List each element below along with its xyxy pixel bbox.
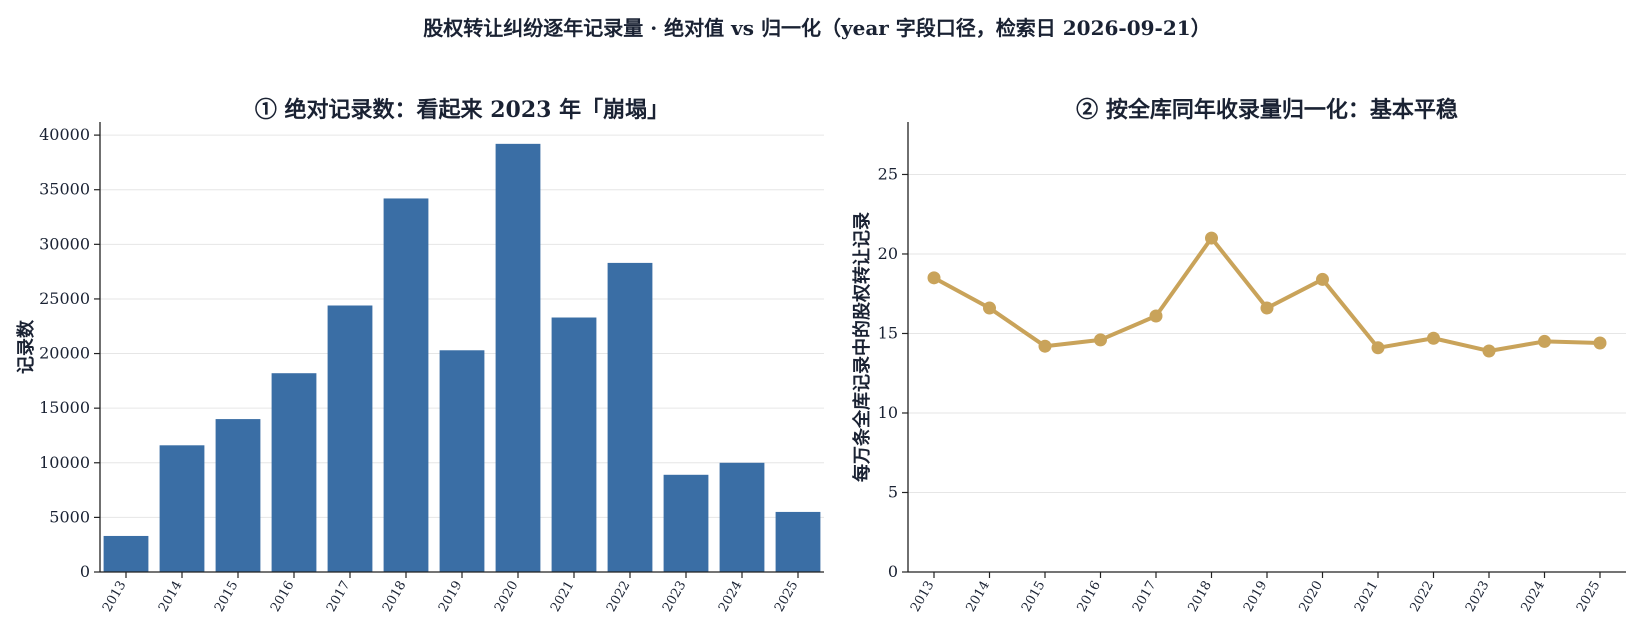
point-2020 [1316,272,1329,286]
bar-2020 [495,143,541,572]
x-tick-label-2022: 2022 [604,579,634,615]
y-tick-label: 35000 [39,180,90,199]
x-tick-label-2016: 2016 [1074,579,1104,615]
bar-2016 [271,373,317,572]
x-tick-label-2014: 2014 [156,579,186,615]
x-tick-label-2021: 2021 [1352,579,1382,615]
x-tick-label-2015: 2015 [1019,579,1049,615]
y-tick-label: 25000 [39,289,90,308]
bar-chart-title: ① 绝对记录数：看起来 2023 年「崩塌」 [254,97,670,123]
x-tick-label-2016: 2016 [268,579,298,615]
point-2016 [1094,333,1107,347]
x-tick-label-2013: 2013 [908,579,938,615]
x-tick-label-2025: 2025 [772,579,802,615]
y-tick-label: 20 [878,244,898,263]
x-tick-label-2024: 2024 [1518,579,1548,615]
bar-2017 [327,305,373,572]
x-tick-label-2018: 2018 [1185,579,1215,615]
y-tick-label: 30000 [39,234,90,253]
point-2025 [1593,336,1607,350]
y-tick-label: 15 [878,323,898,342]
x-tick-label-2025: 2025 [1574,579,1604,615]
point-2015 [1038,339,1052,353]
y-tick-label: 5 [888,482,898,501]
point-2019 [1260,301,1274,315]
y-tick-label: 15000 [39,398,90,417]
y-tick-label: 5000 [49,507,90,526]
y-tick-label: 10 [878,403,898,422]
point-2022 [1427,331,1440,345]
x-tick-label-2017: 2017 [1130,579,1160,615]
bar-2023 [663,474,709,572]
bar-2025 [775,511,821,572]
bar-2013 [103,535,149,572]
y-tick-label: 0 [888,562,898,581]
x-tick-label-2020: 2020 [1296,579,1326,615]
point-2023 [1482,344,1496,358]
x-tick-label-2013: 2013 [100,579,130,615]
y-tick-label: 25 [878,164,898,183]
x-tick-label-2014: 2014 [963,579,993,615]
y-tick-label: 10000 [39,453,90,472]
bar-2014 [159,445,205,572]
point-2017 [1149,309,1163,323]
bar-2019 [439,350,485,572]
x-tick-label-2020: 2020 [492,579,522,615]
x-tick-label-2018: 2018 [380,579,410,615]
x-tick-label-2015: 2015 [212,579,242,615]
y-tick-label: 40000 [39,125,90,144]
point-2024 [1538,334,1551,348]
y-axis-label: 每万条全库记录中的股权转让记录 [851,212,873,482]
bar-2015 [215,419,261,572]
x-tick-label-2019: 2019 [1241,579,1271,615]
y-tick-label: 20000 [39,344,90,363]
bar-2022 [607,262,653,572]
bar-2024 [719,462,765,572]
point-2018 [1205,231,1218,245]
x-tick-label-2022: 2022 [1407,579,1437,615]
y-tick-label: 0 [80,562,90,581]
x-tick-label-2019: 2019 [436,579,466,615]
point-2013 [927,271,941,285]
x-tick-label-2017: 2017 [324,579,354,615]
x-tick-label-2023: 2023 [660,579,690,615]
bar-2018 [383,198,429,573]
point-2014 [983,301,996,315]
bar-chart-panel: 0 5000 10000 15000 20000 25000 30000 35000 40000… [15,122,824,615]
x-tick-label-2021: 2021 [548,579,578,615]
figure-title: 股权转让纠纷逐年记录量 · 绝对值 vs 归一化（year 字段口径，检索日 2… [423,16,1211,40]
x-tick-label-2024: 2024 [716,579,746,615]
bar-2021 [551,317,597,572]
point-2021 [1371,341,1385,355]
series-line [933,236,1601,353]
y-axis-label: 记录数 [15,319,37,374]
x-tick-label-2023: 2023 [1463,579,1493,615]
line-chart-title: ② 按全库同年收录量归一化：基本平稳 [1076,97,1458,123]
